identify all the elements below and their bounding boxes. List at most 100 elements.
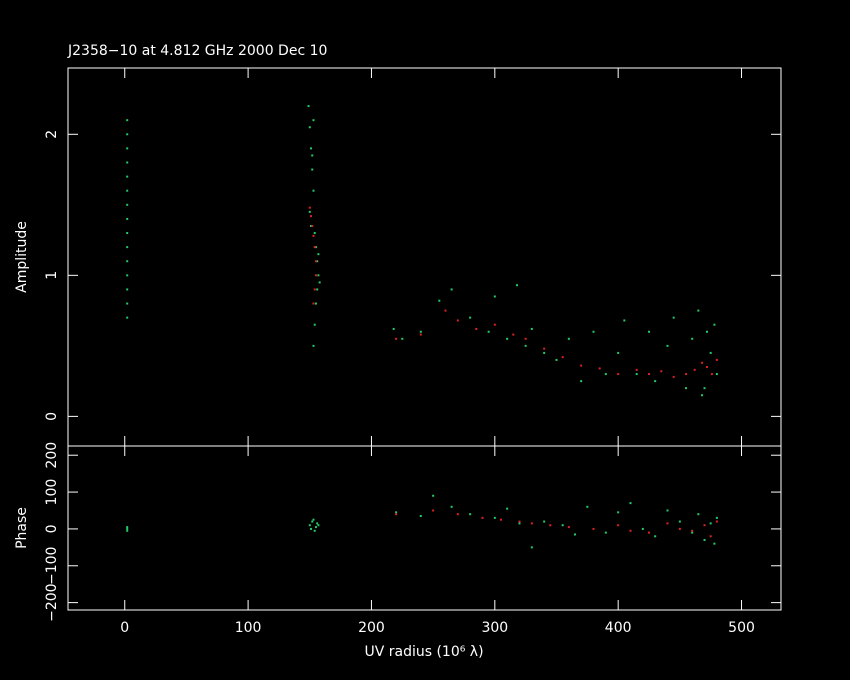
point xyxy=(126,526,129,529)
y-tick-label: 2 xyxy=(44,130,60,139)
point xyxy=(481,516,484,519)
point xyxy=(493,295,496,298)
point xyxy=(710,373,713,376)
plot-frame xyxy=(67,67,782,447)
point xyxy=(685,387,688,390)
point xyxy=(549,524,552,527)
point xyxy=(648,373,651,376)
point xyxy=(316,288,319,291)
point xyxy=(660,370,663,373)
point xyxy=(126,119,129,122)
point xyxy=(308,206,311,209)
point xyxy=(444,309,447,312)
point xyxy=(310,224,313,227)
point xyxy=(701,361,704,364)
chart-title: J2358−10 at 4.812 GHz 2000 Dec 10 xyxy=(67,43,327,59)
point xyxy=(666,522,669,525)
y-axis-label: Phase xyxy=(14,507,30,549)
point xyxy=(475,327,478,330)
point xyxy=(705,330,708,333)
point xyxy=(561,524,564,527)
point xyxy=(313,288,316,291)
point xyxy=(567,526,570,529)
point xyxy=(308,210,311,213)
point xyxy=(506,337,509,340)
x-tick-label: 0 xyxy=(120,620,129,636)
point xyxy=(543,347,546,350)
point xyxy=(432,494,435,497)
point xyxy=(311,224,314,227)
point xyxy=(697,513,700,516)
y-tick-label: 0 xyxy=(44,412,60,421)
point xyxy=(555,358,558,361)
point xyxy=(126,232,129,235)
point xyxy=(317,524,320,527)
point xyxy=(648,531,651,534)
point xyxy=(317,274,320,277)
point xyxy=(617,373,620,376)
point xyxy=(314,260,317,263)
point xyxy=(126,189,129,192)
point xyxy=(312,119,315,122)
point xyxy=(713,542,716,545)
point xyxy=(678,520,681,523)
point xyxy=(617,511,620,514)
point xyxy=(310,215,313,218)
point xyxy=(623,319,626,322)
point xyxy=(691,529,694,532)
point xyxy=(654,380,657,383)
point xyxy=(316,522,319,525)
point xyxy=(524,344,527,347)
point xyxy=(311,520,314,523)
point xyxy=(530,522,533,525)
point xyxy=(666,509,669,512)
point xyxy=(567,337,570,340)
point xyxy=(126,133,129,136)
point xyxy=(713,323,716,326)
point xyxy=(312,518,315,521)
point xyxy=(493,323,496,326)
x-tick-label: 400 xyxy=(605,620,632,636)
point xyxy=(592,330,595,333)
y-tick-label: 100 xyxy=(44,479,60,506)
point xyxy=(126,161,129,164)
point xyxy=(518,520,521,523)
point xyxy=(635,373,638,376)
point xyxy=(126,316,129,319)
point xyxy=(126,260,129,263)
y-tick-label: 0 xyxy=(44,524,60,533)
y-tick-label: 200 xyxy=(44,442,60,469)
point xyxy=(395,511,398,514)
point xyxy=(709,522,712,525)
point xyxy=(456,319,459,322)
point xyxy=(697,309,700,312)
point xyxy=(310,147,313,150)
point xyxy=(312,302,315,305)
point xyxy=(311,168,314,171)
point xyxy=(419,333,422,336)
point xyxy=(641,527,644,530)
point xyxy=(493,516,496,519)
point xyxy=(395,513,398,516)
point xyxy=(543,351,546,354)
point xyxy=(314,526,317,529)
point xyxy=(307,105,310,108)
point xyxy=(318,281,321,284)
point xyxy=(126,203,129,206)
point xyxy=(635,368,638,371)
point xyxy=(586,505,589,508)
point xyxy=(705,366,708,369)
point xyxy=(691,531,694,534)
point xyxy=(392,327,395,330)
point xyxy=(126,175,129,178)
y-tick-label: −100 xyxy=(44,547,60,585)
point xyxy=(313,246,316,249)
point xyxy=(126,246,129,249)
point xyxy=(126,529,129,532)
point xyxy=(524,337,527,340)
point xyxy=(715,520,718,523)
point xyxy=(487,330,490,333)
point xyxy=(395,337,398,340)
point xyxy=(512,333,515,336)
